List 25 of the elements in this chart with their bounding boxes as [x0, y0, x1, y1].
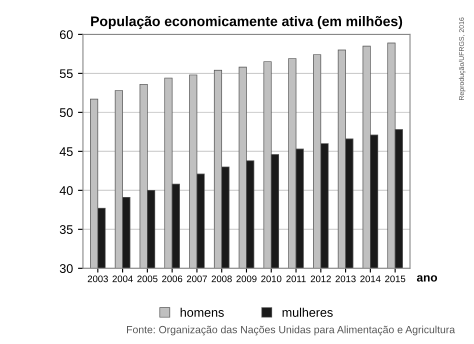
x-tick-label: 2009	[236, 276, 257, 282]
legend-label: mulheres	[282, 308, 333, 317]
x-tick-label: 2006	[162, 276, 182, 282]
legend-label: homens	[180, 308, 224, 317]
x-tick-label: 2004	[112, 276, 133, 282]
x-tick-label: 2007	[186, 276, 207, 282]
y-tick-label: 55	[60, 69, 73, 78]
x-tick-label: 2014	[360, 276, 381, 282]
x-tick-label: 2008	[212, 276, 232, 282]
x-tick-label: 2010	[261, 276, 282, 282]
x-axis-title: ano	[416, 275, 438, 282]
y-tick-label: 45	[60, 147, 73, 156]
y-tick-label: 50	[60, 108, 73, 118]
y-tick-label: 60	[60, 30, 73, 40]
x-tick-label: 2012	[310, 276, 331, 282]
x-tick-label: 2005	[137, 276, 158, 282]
x-tick-label: 2015	[385, 276, 406, 282]
chart-title: População economicamente ativa (em milhões)	[91, 16, 402, 29]
x-tick-label: 2003	[88, 276, 108, 282]
y-tick-label: 40	[60, 186, 73, 195]
x-tick-label: 2013	[336, 276, 356, 282]
source-note: Fonte: Organização das Nações Unidas para Alimentação e Agricultura	[127, 326, 456, 336]
x-tick-label: 2011	[286, 276, 306, 282]
y-tick-label: 30	[60, 264, 73, 273]
y-tick-label: 35	[60, 225, 73, 234]
